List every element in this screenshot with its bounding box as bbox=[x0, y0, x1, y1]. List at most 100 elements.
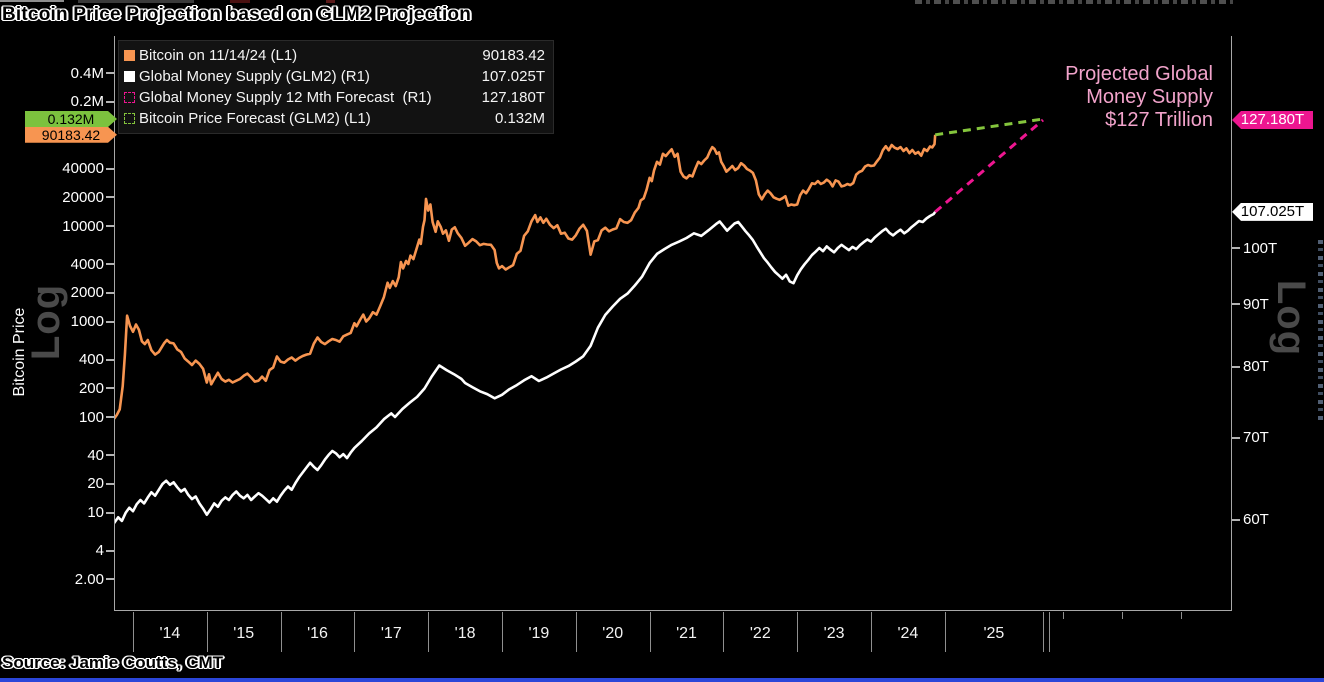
tick-mark bbox=[1232, 247, 1240, 249]
x-axis-separator bbox=[206, 612, 208, 652]
glm2-forecast-line bbox=[934, 118, 1044, 214]
tick-label: 100T bbox=[1243, 239, 1278, 257]
x-axis-separator bbox=[428, 612, 430, 652]
year-label: '21 bbox=[676, 625, 697, 642]
top-cutoff-fragment bbox=[0, 0, 64, 2]
tick-mark bbox=[1232, 303, 1240, 306]
dashed-swatch-icon bbox=[124, 92, 135, 103]
price-flag-right: 107.025T bbox=[1232, 202, 1313, 221]
tick-mark bbox=[106, 196, 114, 199]
price-flag-left: 0.132M bbox=[25, 111, 117, 127]
x-axis-separator bbox=[575, 612, 577, 652]
tick-label: 90T bbox=[1243, 295, 1269, 313]
top-cutoff-fragment bbox=[326, 0, 335, 3]
tick-mark bbox=[106, 358, 114, 361]
tick-mark bbox=[106, 416, 114, 418]
tick-label: 20 bbox=[87, 475, 104, 493]
x-axis-separator bbox=[502, 612, 503, 652]
legend-label: Bitcoin on 11/14/24 (L1) bbox=[139, 47, 298, 64]
tick-label: 80T bbox=[1243, 358, 1269, 376]
tick-mark bbox=[106, 72, 114, 74]
tick-mark bbox=[106, 454, 114, 456]
tick-mark bbox=[1232, 518, 1240, 521]
log-scale-watermark-left: Log bbox=[23, 283, 68, 361]
legend-row[interactable]: Global Money Supply (GLM2) (R1) 107.025T bbox=[119, 66, 553, 87]
price-flag-right: 127.180T bbox=[1232, 110, 1313, 129]
annotation-line: Projected Global bbox=[1065, 63, 1213, 85]
bitcoin-forecast-line bbox=[934, 117, 1044, 137]
dashed-swatch-icon bbox=[124, 113, 135, 124]
tick-label: 10000 bbox=[62, 217, 104, 235]
solid-swatch-icon bbox=[124, 50, 135, 61]
legend-label: Bitcoin Price Forecast (GLM2) (L1) bbox=[139, 110, 371, 127]
x-axis-minor-tick bbox=[1181, 612, 1182, 619]
tick-mark bbox=[106, 225, 114, 227]
year-label: '19 bbox=[528, 625, 550, 642]
right-edge-cutoff-text bbox=[1318, 235, 1323, 420]
tick-label: 10 bbox=[87, 504, 104, 521]
x-axis-separator bbox=[1043, 612, 1044, 652]
right-axis-line bbox=[1231, 36, 1232, 610]
x-axis-minor-tick bbox=[1063, 612, 1064, 619]
x-axis-separator bbox=[354, 612, 356, 652]
year-label: '14 bbox=[159, 625, 181, 642]
bottom-axis-line bbox=[114, 610, 1232, 611]
source-label: Source: Jamie Coutts, CMT bbox=[2, 653, 224, 672]
tick-label: 70T bbox=[1243, 429, 1269, 447]
x-axis-separator bbox=[797, 612, 799, 652]
left-axis-line bbox=[114, 36, 115, 610]
tick-mark bbox=[106, 320, 114, 323]
x-axis-minor-tick bbox=[1122, 612, 1123, 619]
tick-mark bbox=[1232, 436, 1240, 439]
tick-label: 2.00 bbox=[74, 570, 104, 588]
legend-row[interactable]: Bitcoin Price Forecast (GLM2) (L1) 0.132M bbox=[119, 108, 553, 129]
x-axis-separator bbox=[723, 612, 725, 652]
legend-row[interactable]: Bitcoin on 11/14/24 (L1) 90183.42 bbox=[119, 45, 553, 66]
x-axis-separator bbox=[280, 612, 282, 652]
year-label: '20 bbox=[602, 625, 624, 642]
tick-mark bbox=[1232, 365, 1240, 368]
year-label: '16 bbox=[307, 625, 328, 642]
log-scale-watermark-right: Log bbox=[1269, 279, 1314, 357]
x-axis-separator bbox=[1049, 612, 1050, 652]
tick-label: 1000 bbox=[70, 313, 104, 330]
year-label: '24 bbox=[897, 625, 919, 642]
tick-label: 0.2M bbox=[70, 93, 104, 111]
tick-mark bbox=[106, 549, 114, 552]
tick-label: 400 bbox=[78, 351, 104, 368]
tick-mark bbox=[106, 482, 114, 485]
legend-value: 0.132M bbox=[494, 110, 545, 127]
top-cutoff-fragment bbox=[230, 0, 250, 3]
tick-label: 4 bbox=[95, 542, 104, 559]
chart-title: Bitcoin Price Projection based on GLM2 P… bbox=[2, 4, 472, 25]
x-axis-separator bbox=[133, 612, 134, 652]
tick-label: 40000 bbox=[62, 160, 104, 177]
legend-value: 90183.42 bbox=[482, 47, 545, 64]
tick-mark bbox=[106, 578, 114, 581]
x-axis-separator bbox=[871, 612, 872, 652]
tick-label: 40 bbox=[87, 446, 104, 464]
tick-label: 200 bbox=[78, 379, 104, 397]
tick-mark bbox=[106, 511, 114, 514]
legend: Bitcoin on 11/14/24 (L1) 90183.42 Global M… bbox=[118, 40, 554, 134]
tick-label: 100 bbox=[78, 408, 104, 426]
tick-mark bbox=[106, 291, 114, 294]
tick-label: 0.4M bbox=[70, 64, 104, 82]
legend-value: 127.180T bbox=[481, 89, 545, 106]
legend-label: Global Money Supply (GLM2) (R1) bbox=[139, 68, 370, 85]
price-flag-left: 90183.42 bbox=[25, 127, 117, 143]
bitcoin-series-line bbox=[114, 134, 937, 420]
tick-mark bbox=[106, 100, 114, 103]
year-label: '25 bbox=[983, 625, 1005, 642]
tick-mark bbox=[106, 387, 114, 390]
annotation-line: Money Supply bbox=[1086, 86, 1213, 108]
tick-label: 2000 bbox=[70, 284, 104, 302]
tick-mark bbox=[106, 263, 114, 265]
top-cutoff-text bbox=[915, 0, 1233, 4]
legend-value: 107.025T bbox=[481, 68, 545, 85]
tick-label: 60T bbox=[1243, 511, 1269, 529]
terminal-divider-bar bbox=[0, 678, 1324, 682]
legend-row[interactable]: Global Money Supply 12 Mth Forecast (R1)… bbox=[119, 87, 553, 108]
